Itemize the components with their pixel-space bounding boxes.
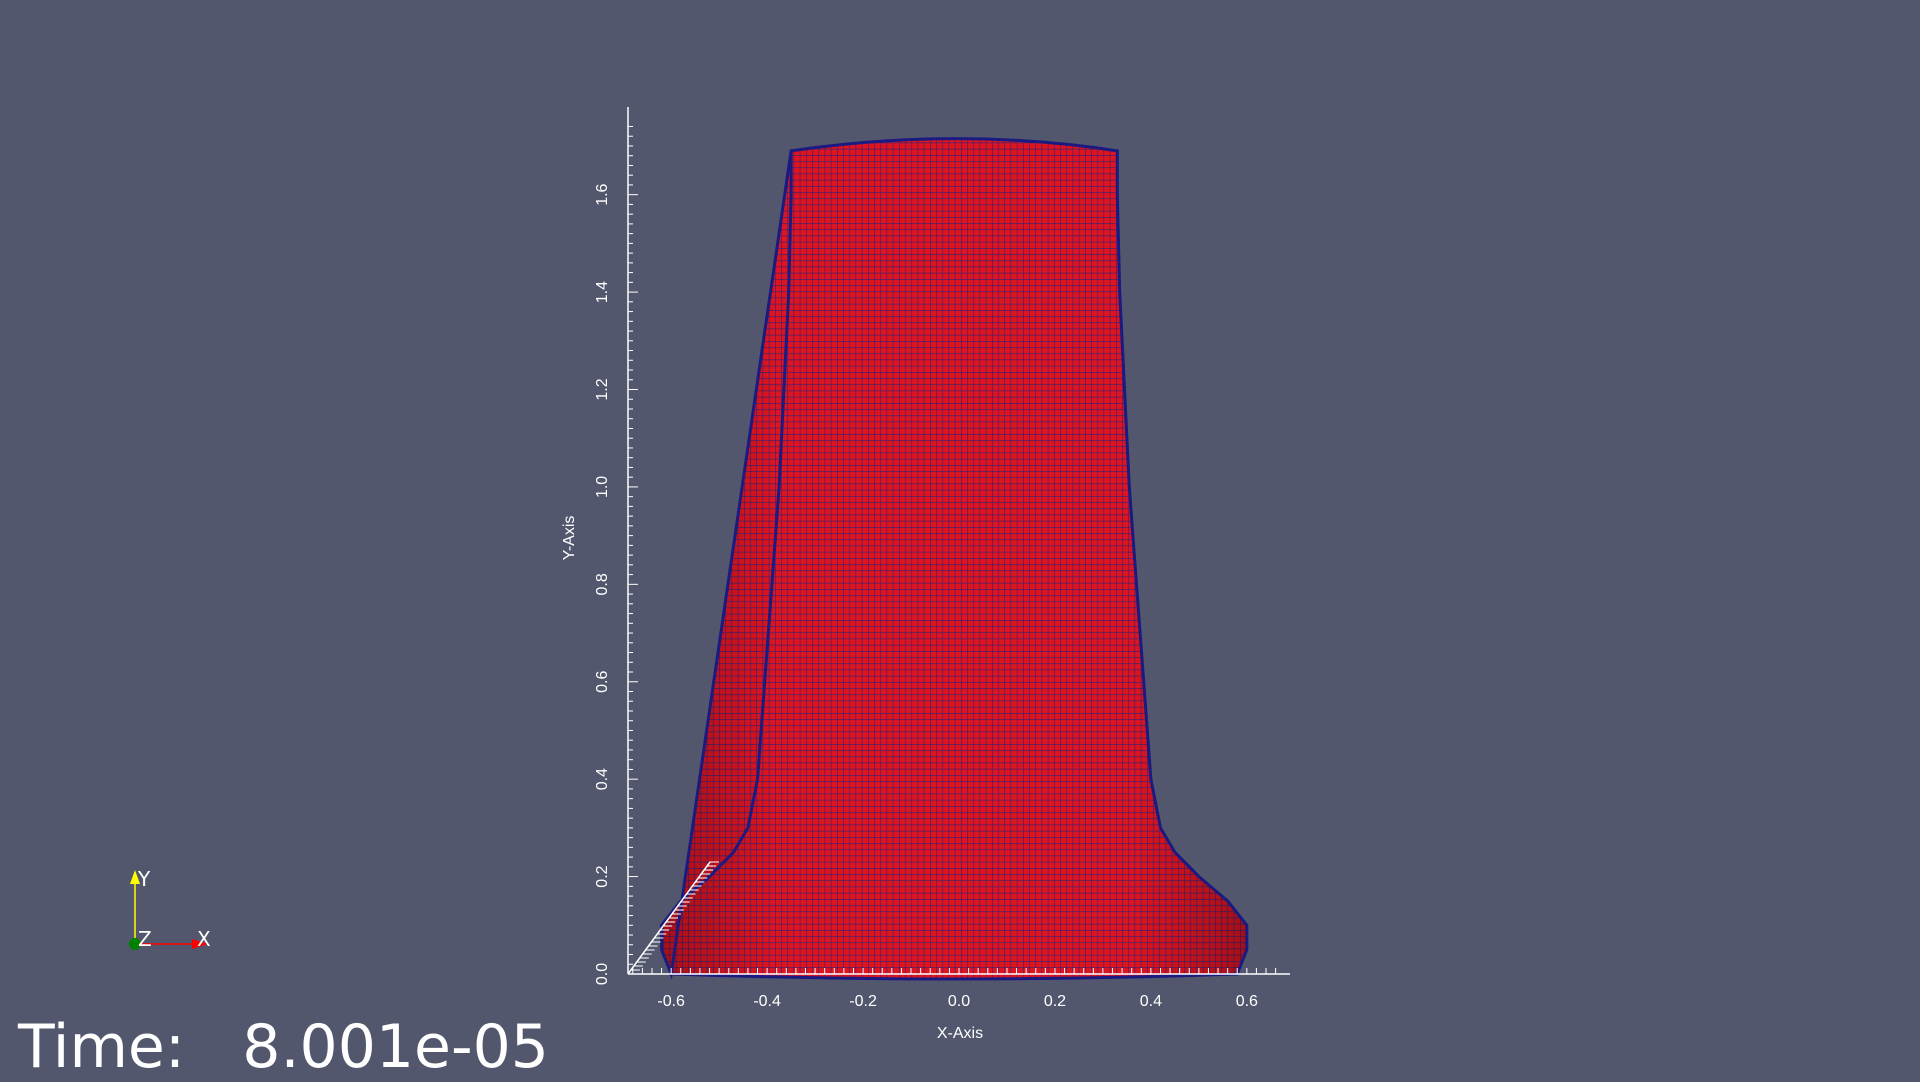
orientation-z-label: Z: [138, 927, 152, 951]
orientation-x-arrow: [192, 939, 208, 949]
x-minor-ticks: [632, 968, 1277, 974]
z-minor-ticks: [628, 861, 719, 975]
cooling-tower-surface[interactable]: [660, 137, 1249, 981]
y-tick-label: 1.2: [594, 378, 611, 400]
orientation-axes-widget: Y Z X: [129, 867, 211, 951]
y-tick-label: 0.6: [594, 671, 611, 693]
x-tick-label: 0.0: [948, 993, 970, 1010]
time-label: Time:: [18, 1012, 186, 1082]
orientation-y-label: Y: [137, 867, 151, 891]
x-tick-labels: -0.6 -0.4 -0.2 0.0 0.2 0.4 0.6: [657, 993, 1258, 1010]
x-tick-label: 0.2: [1044, 993, 1066, 1010]
x-tick-label: -0.2: [849, 993, 877, 1010]
y-tick-label: 0.4: [594, 768, 611, 790]
x-tick-label: -0.6: [657, 993, 685, 1010]
orientation-x-label: X: [197, 927, 211, 951]
time-value: 8.001e-05: [242, 1012, 549, 1082]
y-minor-ticks: [628, 125, 638, 975]
orientation-y-arrow: [130, 870, 140, 884]
x-tick-label: -0.4: [753, 993, 781, 1010]
y-tick-labels: 0.0 0.2 0.4 0.6 0.8 1.0 1.2 1.4 1.6: [594, 183, 611, 985]
y-axis-title: Y-Axis: [561, 516, 578, 561]
y-tick-label: 1.0: [594, 476, 611, 498]
time-annotation: Time: 8.001e-05: [18, 1012, 549, 1082]
x-tick-label: 0.6: [1236, 993, 1258, 1010]
orientation-z-axis: [129, 938, 141, 950]
y-tick-label: 0.0: [594, 963, 611, 985]
y-tick-label: 0.2: [594, 865, 611, 887]
x-axis-title: X-Axis: [937, 1025, 983, 1042]
y-tick-label: 1.4: [594, 281, 611, 303]
x-tick-label: 0.4: [1140, 993, 1162, 1010]
y-tick-label: 0.8: [594, 573, 611, 595]
cube-axes: 0.0 0.2 0.4 0.6 0.8 1.0 1.2 1.4 1.6 -0.6 -0.4 -0.2…: [561, 107, 1290, 1042]
y-tick-label: 1.6: [594, 183, 611, 205]
